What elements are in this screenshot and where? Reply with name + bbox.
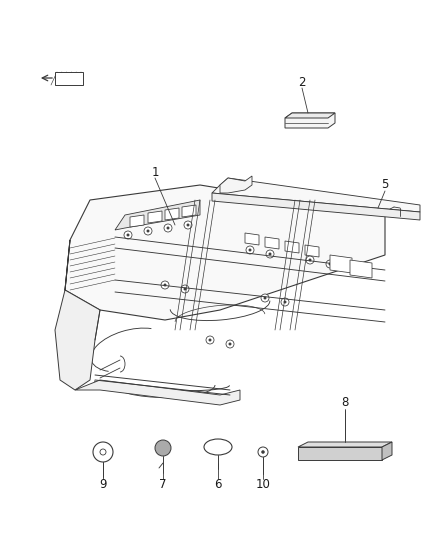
Text: 6: 6: [214, 479, 222, 491]
Circle shape: [261, 294, 269, 302]
Circle shape: [226, 340, 234, 348]
Circle shape: [209, 339, 211, 341]
Polygon shape: [212, 193, 420, 220]
Polygon shape: [75, 380, 240, 405]
Circle shape: [206, 336, 214, 344]
Circle shape: [93, 442, 113, 462]
Circle shape: [127, 234, 129, 236]
Circle shape: [147, 230, 149, 232]
Circle shape: [264, 297, 266, 299]
Polygon shape: [65, 185, 385, 320]
Polygon shape: [285, 113, 335, 118]
Circle shape: [269, 253, 271, 255]
Circle shape: [184, 221, 192, 229]
Polygon shape: [55, 240, 100, 390]
Circle shape: [295, 116, 305, 126]
Polygon shape: [148, 211, 162, 223]
Circle shape: [246, 246, 254, 254]
Circle shape: [187, 224, 189, 226]
Circle shape: [281, 298, 289, 306]
Circle shape: [284, 301, 286, 303]
Text: 10: 10: [255, 479, 270, 491]
Circle shape: [306, 256, 314, 264]
Polygon shape: [350, 260, 372, 278]
Circle shape: [100, 449, 106, 455]
Polygon shape: [220, 176, 252, 193]
Circle shape: [261, 450, 265, 454]
Polygon shape: [115, 200, 200, 230]
Circle shape: [164, 224, 172, 232]
Polygon shape: [285, 241, 299, 253]
Circle shape: [167, 227, 169, 229]
Circle shape: [229, 343, 231, 345]
Polygon shape: [182, 205, 196, 217]
Circle shape: [326, 260, 334, 268]
Polygon shape: [305, 245, 319, 257]
Circle shape: [317, 119, 319, 123]
Text: 1: 1: [151, 166, 159, 179]
Circle shape: [329, 263, 331, 265]
Circle shape: [181, 285, 189, 293]
Polygon shape: [285, 113, 335, 128]
Circle shape: [258, 447, 268, 457]
Polygon shape: [330, 255, 352, 273]
Text: 7: 7: [159, 479, 167, 491]
Polygon shape: [382, 442, 392, 460]
Circle shape: [266, 250, 274, 258]
Circle shape: [249, 249, 251, 251]
Circle shape: [155, 440, 171, 456]
Polygon shape: [245, 233, 259, 245]
Text: 9: 9: [99, 479, 107, 491]
Circle shape: [164, 284, 166, 286]
Polygon shape: [298, 442, 392, 447]
Polygon shape: [298, 447, 382, 460]
Bar: [55, 72, 83, 85]
Polygon shape: [265, 237, 279, 249]
Circle shape: [124, 231, 132, 239]
Circle shape: [309, 259, 311, 261]
Text: 8: 8: [341, 397, 349, 409]
Circle shape: [313, 116, 323, 126]
Polygon shape: [130, 215, 144, 227]
Circle shape: [184, 288, 186, 290]
Text: 2: 2: [298, 76, 306, 88]
Circle shape: [161, 281, 169, 289]
Text: 5: 5: [381, 179, 389, 191]
Circle shape: [144, 227, 152, 235]
Polygon shape: [165, 208, 179, 220]
Polygon shape: [212, 178, 420, 212]
Circle shape: [299, 119, 301, 123]
